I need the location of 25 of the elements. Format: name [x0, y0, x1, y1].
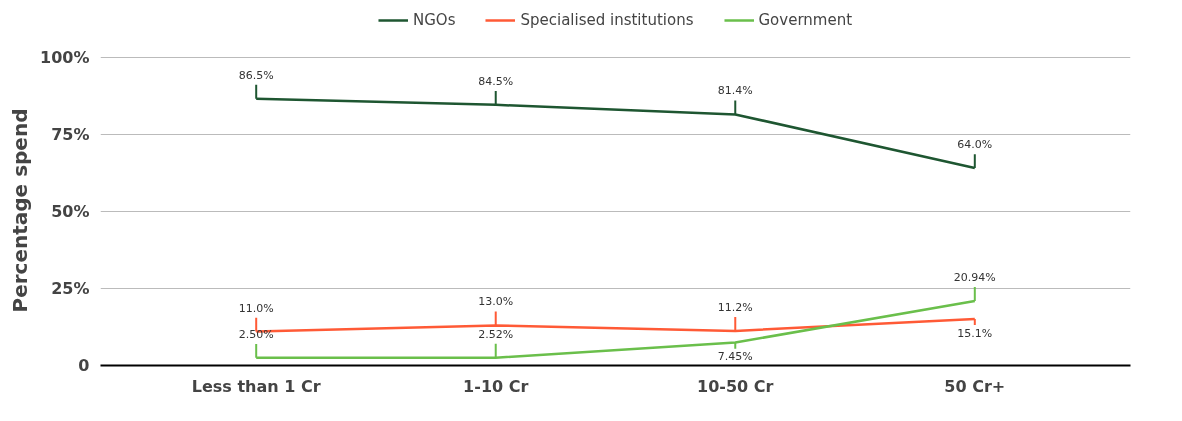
- legend-label: Specialised institutions: [520, 11, 694, 29]
- y-tick-label: 0: [78, 356, 90, 375]
- legend-label: NGOs: [412, 11, 456, 29]
- x-tick-label: 1-10 Cr: [463, 376, 529, 396]
- data-label: 13.0%: [478, 295, 514, 309]
- y-tick-label: 75%: [51, 124, 90, 144]
- data-label: 11.0%: [238, 301, 274, 315]
- x-tick-label: Less than 1 Cr: [191, 376, 321, 396]
- y-tick-label: 50%: [51, 201, 90, 221]
- x-tick-label: 50 Cr+: [944, 376, 1006, 396]
- y-tick-label: 100%: [40, 47, 90, 67]
- data-label: 2.50%: [238, 327, 274, 341]
- y-tick-label: 25%: [51, 278, 90, 298]
- data-label: 86.5%: [238, 68, 274, 82]
- data-label: 11.2%: [717, 300, 753, 314]
- legend-label: Government: [758, 11, 853, 29]
- data-label: 15.1%: [957, 326, 993, 340]
- data-label: 64.0%: [957, 138, 993, 152]
- x-tick-label: 10-50 Cr: [697, 376, 774, 396]
- data-label: 7.45%: [717, 350, 753, 364]
- y-axis-title: Percentage spend: [8, 108, 33, 313]
- data-label: 20.94%: [953, 270, 996, 284]
- data-label: 84.5%: [478, 74, 514, 88]
- data-label: 2.52%: [478, 327, 514, 341]
- data-label: 81.4%: [717, 84, 753, 98]
